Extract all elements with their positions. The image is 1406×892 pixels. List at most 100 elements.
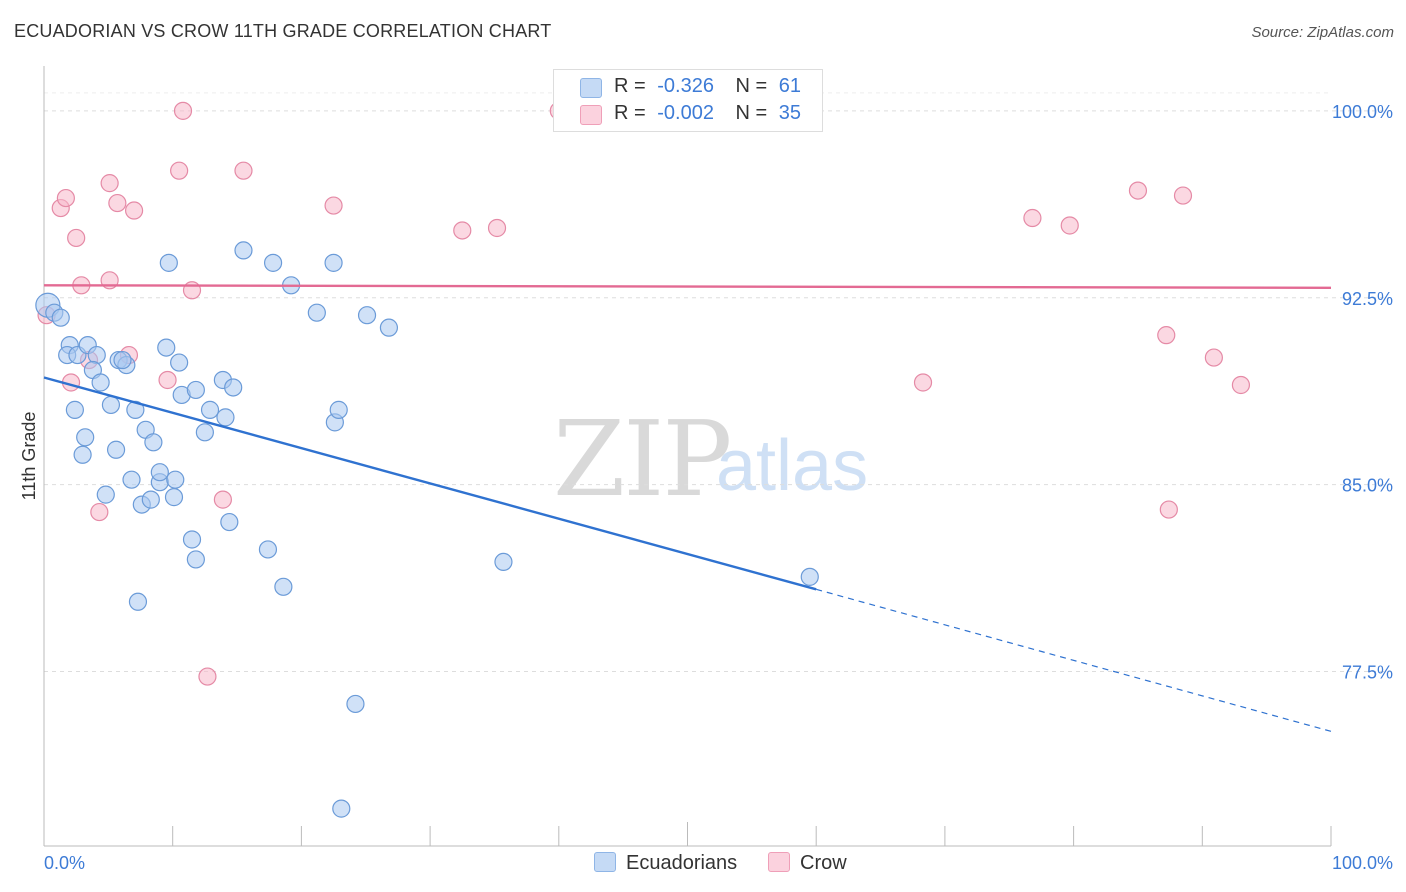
ecuadorian-point <box>494 552 513 572</box>
legend-n-value: 35 <box>778 102 802 124</box>
x-tick-label: 0.0% <box>44 853 85 873</box>
crow-point <box>158 370 177 390</box>
crow-point <box>1204 348 1223 367</box>
ecuadorian-point <box>144 433 163 452</box>
crow-point <box>453 221 472 240</box>
crow-point <box>67 228 86 248</box>
trend-lines <box>43 284 1332 732</box>
crow-point <box>913 373 933 392</box>
crow-point <box>487 218 507 238</box>
y-tick-label: 77.5% <box>1342 663 1393 683</box>
legend-swatch-crow <box>580 105 602 125</box>
y-tick-label: 85.0% <box>1342 476 1393 496</box>
ecuadorian-point <box>170 353 189 372</box>
axes <box>43 66 1332 847</box>
bottom-legend-crow: Crow <box>768 852 847 875</box>
watermark-zip: ZIP <box>553 398 732 520</box>
ecuadorian-point <box>186 380 205 400</box>
crow-point <box>170 161 189 180</box>
legend-n-label: N = <box>735 102 768 124</box>
ecuadorian-point <box>216 408 235 427</box>
legend-n-label: N = <box>735 75 768 97</box>
crow-point <box>1173 186 1193 205</box>
ecuadorian-point <box>307 303 326 322</box>
watermark-atlas: atlas <box>716 426 869 506</box>
ecuadorian-point <box>220 512 239 532</box>
chart-title: ECUADORIAN VS CROW 11TH GRADE CORRELATIO… <box>14 21 552 41</box>
legend-r-label: R = <box>614 102 646 124</box>
ecuadorian-point <box>357 306 377 325</box>
crow-point <box>1128 181 1148 200</box>
ecuadorian-point <box>234 241 253 260</box>
x-tick-label: 100.0% <box>1332 853 1393 873</box>
crow-trend-line <box>43 284 1332 289</box>
ecuadorian-point <box>51 308 70 327</box>
legend-r-label: R = <box>614 75 646 97</box>
ecuadorian-point <box>141 490 160 509</box>
ecuadorian-point <box>800 567 819 586</box>
ecuadorian-point <box>324 253 343 272</box>
ecuadorian-point <box>258 540 278 559</box>
ecuadorian-point <box>224 378 243 397</box>
ecuadorian-point <box>329 400 348 419</box>
bottom-legend-swatch-crow <box>768 852 790 872</box>
crow-point <box>100 174 119 193</box>
ecuadorian-point <box>159 253 178 272</box>
ecuadorian-point <box>106 440 126 459</box>
legend-swatch-ecuadorians <box>580 78 602 98</box>
ecuadorian-point <box>166 470 185 489</box>
crow-point <box>124 201 144 220</box>
ecuadorian-point <box>113 350 132 370</box>
ecuadorian-point <box>379 318 399 337</box>
ecuadorian-point <box>182 530 202 549</box>
crow-point <box>173 101 193 120</box>
crow-point <box>324 196 343 215</box>
ecuadorian-point <box>76 428 95 447</box>
legend-r-value: -0.326 <box>657 75 714 97</box>
ecuadorian-point <box>186 550 205 569</box>
crow-point <box>1023 208 1042 228</box>
y-tick-label: 100.0% <box>1332 102 1393 122</box>
crow-point <box>1060 216 1079 235</box>
ecuadorian-point <box>200 400 220 419</box>
crow-point <box>1159 500 1178 519</box>
crow-point <box>1157 326 1176 345</box>
ecuadorian-point <box>65 400 84 419</box>
correlation-legend: R = -0.326 N = 61 R = -0.002 N = 35 <box>553 69 823 132</box>
data-points <box>35 101 1251 818</box>
ecuadorian-point <box>157 338 176 357</box>
crow-point <box>182 281 202 300</box>
legend-n-value: 61 <box>778 75 802 97</box>
ecuadorian-point <box>150 463 169 482</box>
ecuadorian-trend-extension <box>816 588 1332 732</box>
ecuadorian-point <box>91 373 110 392</box>
tick-labels: 100.0% 92.5% 85.0% 77.5% 0.0% 100.0% 11th Grad… <box>19 102 1393 873</box>
crow-point <box>56 188 75 208</box>
bottom-legend-swatch-ecuadorians <box>594 852 616 872</box>
ecuadorian-point <box>122 470 141 489</box>
crow-point <box>234 161 253 180</box>
source-credit: Source: ZipAtlas.com <box>1251 24 1394 41</box>
legend-r-value: -0.002 <box>657 102 714 124</box>
ecuadorian-point <box>128 592 148 611</box>
bottom-legend-label-ecuadorians: Ecuadorians <box>626 852 738 874</box>
bottom-legend-ecuadorians: Ecuadorians <box>594 852 737 875</box>
ecuadorian-point <box>164 488 184 507</box>
ecuadorian-point <box>96 485 115 504</box>
ecuadorian-point <box>73 445 92 464</box>
ecuadorian-point <box>346 694 365 714</box>
ecuadorian-trend-line <box>43 376 817 591</box>
ecuadorian-point <box>263 253 283 272</box>
y-axis-label: 11th Grade <box>19 412 39 501</box>
grid-lines <box>44 92 1391 673</box>
y-tick-label: 92.5% <box>1342 289 1393 309</box>
ecuadorian-point <box>195 423 214 442</box>
crow-point <box>213 490 232 509</box>
crow-point <box>108 193 127 213</box>
crow-point <box>198 667 217 686</box>
ecuadorian-point <box>332 799 351 818</box>
ecuadorian-point <box>101 395 121 415</box>
ecuadorian-point <box>274 577 293 596</box>
crow-point <box>90 502 109 522</box>
